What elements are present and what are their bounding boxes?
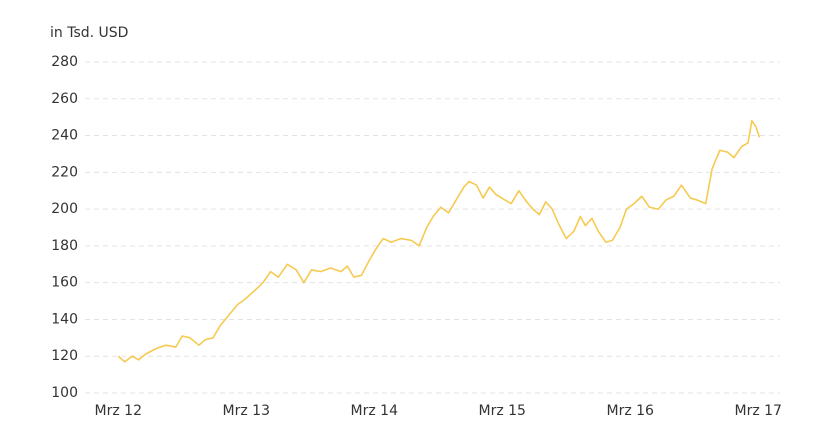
x-tick-label: Mrz 14 [351, 403, 399, 419]
y-tick-label: 140 [51, 311, 78, 327]
y-tick-label: 120 [51, 348, 78, 364]
y-tick-label: 260 [51, 91, 78, 107]
x-tick-label: Mrz 15 [479, 403, 526, 419]
x-tick-label: Mrz 17 [735, 403, 782, 419]
y-tick-label: 180 [51, 238, 78, 254]
y-tick-label: 100 [51, 385, 78, 401]
y-tick-label: 160 [51, 275, 78, 291]
y-tick-label: 220 [51, 164, 78, 180]
x-tick-label: Mrz 12 [95, 403, 142, 419]
x-tick-label: Mrz 13 [223, 403, 270, 419]
x-tick-label: Mrz 16 [607, 403, 655, 419]
y-tick-label: 280 [51, 54, 78, 70]
y-tick-label: 200 [51, 201, 78, 217]
data-line [117, 120, 761, 363]
y-tick-label: 240 [51, 128, 78, 144]
unit-label: in Tsd. USD [50, 25, 128, 41]
